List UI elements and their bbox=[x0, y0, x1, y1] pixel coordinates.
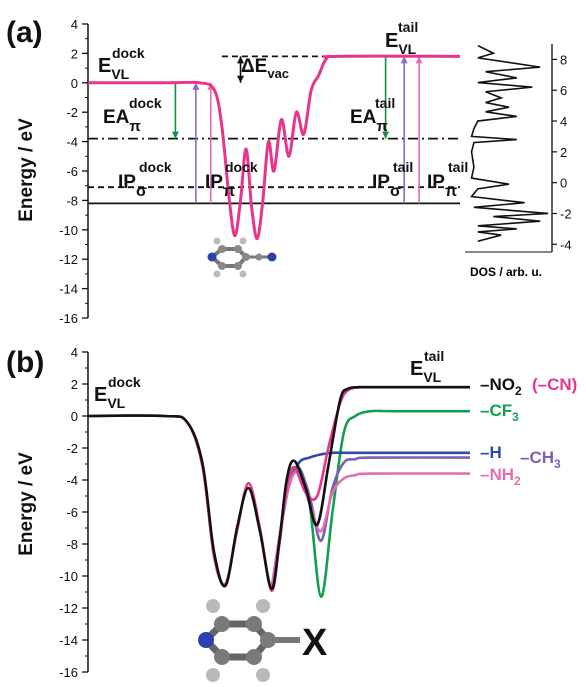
panel-a-y-tick-label: -2 bbox=[66, 105, 78, 120]
series-line-2 bbox=[270, 409, 470, 599]
dos-y-ticks: 8 6 4 2 0 -2 -4 bbox=[552, 52, 572, 252]
ea-dock-sup: dock bbox=[129, 95, 162, 111]
panel-b-y-tick-label: -16 bbox=[59, 665, 78, 680]
molecule-a-icon bbox=[207, 237, 277, 278]
panel-a-ylabel: Energy / eV bbox=[16, 118, 37, 222]
label-no2: –NO2 bbox=[480, 375, 522, 398]
label-cn: (–CN) bbox=[532, 375, 577, 394]
delta-vac-label: ΔEvac bbox=[241, 56, 289, 81]
panel-a-y-tick-label: 2 bbox=[71, 46, 78, 61]
tail-vl-sup: tail bbox=[398, 19, 418, 35]
arrow-head bbox=[237, 75, 245, 83]
panel-a-y-tick-label: -4 bbox=[66, 135, 78, 150]
arrow-head bbox=[382, 131, 390, 139]
ea-tail-label: EAπ bbox=[350, 107, 388, 135]
panel-b-y-tick-label: 4 bbox=[71, 345, 78, 360]
panel-b-y-tick-label: -8 bbox=[66, 537, 78, 552]
dos-tick-label: -2 bbox=[560, 206, 572, 221]
series-line-1 bbox=[87, 385, 470, 592]
panel-b-y-tick-label: -14 bbox=[59, 633, 78, 648]
dos-tick-label: 0 bbox=[560, 176, 567, 191]
panel-b-y-ticks: 4 2 0 -2 -4 -6 -8 -10 -12 -14 -16 bbox=[59, 345, 88, 680]
ip-pi-dock-sup: dock bbox=[225, 159, 258, 175]
arrow-head bbox=[400, 56, 408, 64]
ea-tail-sup: tail bbox=[375, 95, 395, 111]
b-tail-vl-label: EVL bbox=[410, 358, 442, 385]
tail-vl-label: EVL bbox=[385, 30, 417, 57]
panel-a-label: (a) bbox=[6, 16, 43, 49]
panel-b-y-tick-label: -2 bbox=[66, 441, 78, 456]
ip-pi-tail-sup: tail bbox=[448, 159, 468, 175]
dock-vl-label: EVL bbox=[98, 55, 130, 82]
ip-sigma-tail-label: IPσ bbox=[372, 172, 401, 200]
label-ch3: –CH3 bbox=[520, 448, 561, 471]
ip-sigma-dock-label: IPσ bbox=[118, 172, 147, 200]
b-tail-vl-sup: tail bbox=[424, 348, 444, 364]
panel-a-y-ticks: 4 2 0 -2 -4 -6 -8 -10 -12 -14 -16 bbox=[59, 17, 88, 326]
panel-a-arrows bbox=[171, 56, 423, 204]
dos-xlabel: DOS / arb. u. bbox=[470, 265, 542, 279]
panel-a-y-tick-label: -10 bbox=[59, 223, 78, 238]
panel-b: (b) Energy / eV 420-2-4-6-8-10-12-14-16 … bbox=[6, 345, 577, 682]
dos-tick-label: 6 bbox=[560, 83, 567, 98]
panel-a-y-tick-label: 0 bbox=[71, 76, 78, 91]
series-line-5 bbox=[270, 470, 471, 591]
panel-b-y-tick-label: 2 bbox=[71, 377, 78, 392]
ip-sigma-tail-sup: tail bbox=[393, 159, 413, 175]
ip-sigma-dock-sup: dock bbox=[139, 159, 172, 175]
panel-b-y-tick-label: 0 bbox=[71, 409, 78, 424]
dos-tick-label: -4 bbox=[560, 237, 572, 252]
arrow-head bbox=[237, 56, 245, 64]
dos-tick-label: 8 bbox=[560, 52, 567, 67]
ea-dock-label: EAπ bbox=[103, 107, 141, 135]
panel-a-y-tick-label: -8 bbox=[66, 193, 78, 208]
arrow-head bbox=[415, 56, 423, 64]
dos-line bbox=[470, 44, 549, 242]
panel-a-y-tick-label: -16 bbox=[59, 311, 78, 326]
potential-curve bbox=[88, 54, 461, 241]
label-nh2: –NH2 bbox=[480, 465, 521, 488]
series-line-0 bbox=[87, 385, 470, 591]
panel-b-y-tick-label: -4 bbox=[66, 473, 78, 488]
label-cf3: –CF3 bbox=[480, 401, 519, 424]
molecule-b-icon bbox=[198, 599, 300, 682]
substituent-x-label: X bbox=[302, 622, 328, 664]
b-dock-vl-label: EVL bbox=[94, 384, 126, 411]
panel-a-y-tick-label: 4 bbox=[71, 17, 78, 32]
panel-b-ylabel: Energy / eV bbox=[16, 452, 37, 556]
dos-tick-label: 2 bbox=[560, 145, 567, 160]
label-h: –H bbox=[480, 443, 502, 462]
ip-pi-tail-label: IPπ bbox=[427, 172, 457, 200]
dock-vl-sup: dock bbox=[112, 45, 145, 61]
panel-a-y-tick-label: -6 bbox=[66, 164, 78, 179]
panel-b-y-tick-label: -10 bbox=[59, 569, 78, 584]
b-dock-vl-sup: dock bbox=[108, 374, 141, 390]
panel-b-y-tick-label: -12 bbox=[59, 601, 78, 616]
panel-b-y-tick-label: -6 bbox=[66, 505, 78, 520]
panel-a-y-tick-label: -14 bbox=[59, 282, 78, 297]
arrow-head bbox=[192, 82, 200, 90]
panel-a-y-tick-label: -12 bbox=[59, 252, 78, 267]
ip-pi-dock-label: IPπ bbox=[205, 172, 235, 200]
dos-tick-label: 4 bbox=[560, 114, 567, 129]
panel-a-series bbox=[88, 54, 461, 241]
panel-b-series bbox=[87, 385, 471, 599]
panel-a: (a) Energy / eV 420-2-4-6-8-10-12-14-16 … bbox=[6, 16, 572, 326]
arrow-head bbox=[171, 131, 179, 139]
panel-b-label: (b) bbox=[6, 346, 44, 379]
dos-curve bbox=[470, 44, 549, 242]
panel-a-levels bbox=[88, 55, 460, 205]
